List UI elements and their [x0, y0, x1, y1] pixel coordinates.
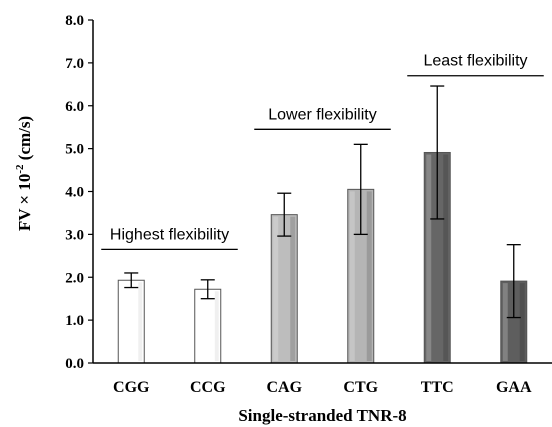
bar-highlight [273, 216, 279, 361]
x-tick-label-cag: CAG [266, 379, 302, 396]
bar-shade [366, 191, 372, 361]
bar-shade [443, 154, 449, 361]
bar-highlight [349, 191, 355, 361]
y-tick-label: 6.0 [65, 99, 84, 115]
bars [117, 151, 528, 364]
x-axis-title: Single-stranded TNR-8 [238, 406, 406, 425]
group-annotation-label: Least flexibility [423, 53, 527, 70]
bar-shade [138, 282, 143, 361]
group-annotation-label: Lower flexibility [268, 106, 376, 123]
y-axis-ticks: 0.0 1.0 2.0 3.0 4.0 5.0 6.0 7.0 8.0 [65, 13, 93, 372]
bar-shade [214, 291, 219, 361]
bar-highlight [426, 154, 432, 361]
x-tick-label-ttc: TTC [421, 379, 454, 396]
bar-shade [290, 216, 296, 361]
x-tick-label-ctg: CTG [343, 379, 378, 396]
bar-highlight [502, 283, 508, 361]
y-tick-label: 8.0 [65, 13, 84, 29]
y-tick-label: 1.0 [65, 313, 84, 329]
y-axis-title: FV × 10-2 (cm/s) [14, 116, 34, 231]
bar-shade [519, 283, 525, 361]
x-tick-label-gaa: GAA [496, 379, 532, 396]
y-tick-label: 7.0 [65, 56, 84, 72]
x-tick-label-ccg: CCG [190, 379, 226, 396]
y-axis-title-exponent: -2 [14, 164, 26, 174]
group-annotation-label: Highest flexibility [110, 226, 229, 243]
annotations: Highest flexibility Lower flexibility Leas… [101, 53, 544, 251]
bar-cgg [117, 279, 145, 364]
y-tick-label: 4.0 [65, 185, 84, 201]
x-axis-categories: CGG CCG CAG CTG TTC GAA [113, 379, 532, 396]
y-tick-label: 0.0 [65, 356, 84, 372]
y-axis-title-main: FV × 10 [15, 174, 34, 232]
y-tick-label: 3.0 [65, 227, 84, 243]
x-tick-label-cgg: CGG [113, 379, 150, 396]
y-axis-title-unit: (cm/s) [15, 116, 34, 165]
y-tick-label: 2.0 [65, 270, 84, 286]
error-bars [124, 85, 521, 319]
y-tick-label: 5.0 [65, 142, 84, 158]
